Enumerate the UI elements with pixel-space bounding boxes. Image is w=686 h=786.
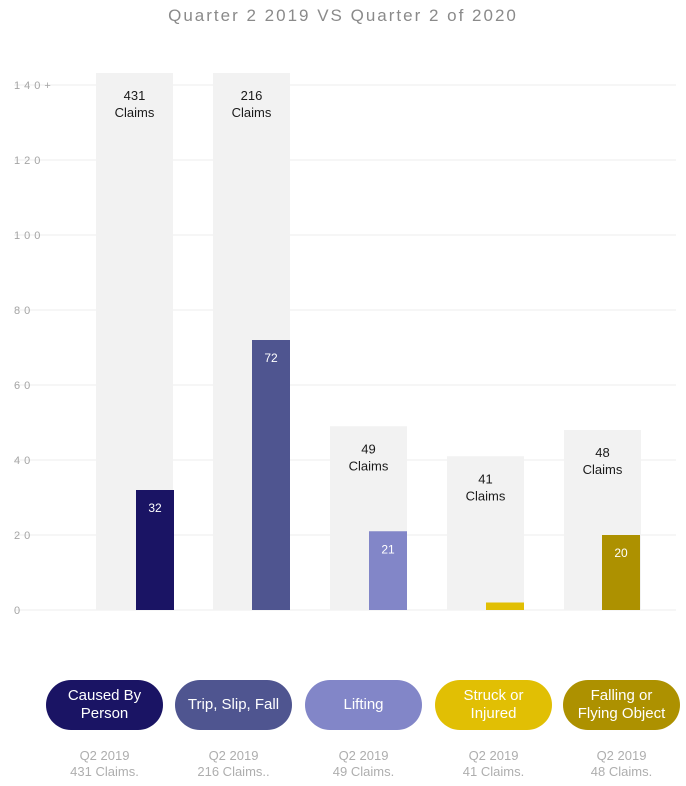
q2-2019-caption: Q2 2019 49 Claims. xyxy=(305,748,422,780)
q2-2020-value-label: 32 xyxy=(148,501,162,515)
caption-line: Q2 2019 xyxy=(468,748,519,763)
category-pill: Falling or Flying Object xyxy=(563,680,680,730)
q2-2019-claims-label: 49 xyxy=(361,441,375,456)
bar-chart: 0 20 40 60 80 100 120 140+ 431 Claims 32 216 Claims 7… xyxy=(14,73,676,617)
category-pill: Lifting xyxy=(305,680,422,730)
y-tick-label: 20 xyxy=(14,530,34,542)
y-tick-label: 140+ xyxy=(14,80,55,92)
chart-title: Quarter 2 2019 VS Quarter 2 of 2020 xyxy=(168,6,518,25)
q2-2019-caption: Q2 2019 216 Claims.. xyxy=(175,748,292,780)
q2-2019-claims-label: 48 xyxy=(595,445,609,460)
q2-2019-bar xyxy=(447,456,524,610)
q2-2020-bar xyxy=(136,490,174,610)
q2-2019-claims-label: Claims xyxy=(466,488,506,503)
q2-2020-value-label: 20 xyxy=(614,546,628,560)
caption-line: Q2 2019 xyxy=(79,748,130,763)
q2-2019-claims-label: 41 xyxy=(478,471,492,486)
y-tick-label: 120 xyxy=(14,155,44,167)
category-name: Injured xyxy=(470,705,517,722)
category-name: Struck or xyxy=(463,687,524,704)
caption-line: Q2 2019 xyxy=(596,748,647,763)
q2-2020-bar xyxy=(602,535,640,610)
caption-line: 41 Claims. xyxy=(462,764,525,779)
category-name: Person xyxy=(80,705,129,722)
q2-2019-caption: Q2 2019 48 Claims. xyxy=(563,748,680,780)
category-name: Flying Object xyxy=(577,705,666,722)
q2-2019-claims-label: 431 xyxy=(124,88,146,103)
q2-2019-claims-label: Claims xyxy=(115,105,155,120)
q2-2020-value-label: 72 xyxy=(264,351,278,365)
caption-line: 216 Claims.. xyxy=(197,764,270,779)
q2-2019-claims-label: 216 xyxy=(241,88,263,103)
q2-2019-claims-label: Claims xyxy=(232,105,272,120)
y-tick-label: 80 xyxy=(14,305,34,317)
y-tick-label: 100 xyxy=(14,230,44,242)
q2-2020-bar xyxy=(369,531,407,610)
q2-2019-claims-label: Claims xyxy=(349,458,389,473)
q2-2020-value-label: 21 xyxy=(381,542,395,556)
y-tick-label: 40 xyxy=(14,455,34,467)
category-pill: Caused By Person xyxy=(46,680,163,730)
q2-2019-claims-label: Claims xyxy=(583,462,623,477)
caption-line: Q2 2019 xyxy=(208,748,259,763)
q2-2020-bar xyxy=(252,340,290,610)
caption-line: 431 Claims. xyxy=(70,764,139,779)
category-name: Caused By xyxy=(67,687,142,704)
category-name: Lifting xyxy=(343,696,384,713)
q2-2019-caption: Q2 2019 431 Claims. xyxy=(46,748,163,780)
category-name: Falling or xyxy=(590,687,653,704)
q2-2020-bar xyxy=(486,602,524,610)
category-name: Trip, Slip, Fall xyxy=(187,696,280,713)
y-tick-label: 0 xyxy=(14,605,24,617)
caption-line: Q2 2019 xyxy=(338,748,389,763)
category-pill: Struck or Injured xyxy=(435,680,552,730)
category-pill: Trip, Slip, Fall xyxy=(175,680,292,730)
caption-line: 49 Claims. xyxy=(332,764,395,779)
y-tick-label: 60 xyxy=(14,380,34,392)
caption-line: 48 Claims. xyxy=(590,764,653,779)
q2-2019-caption: Q2 2019 41 Claims. xyxy=(435,748,552,780)
